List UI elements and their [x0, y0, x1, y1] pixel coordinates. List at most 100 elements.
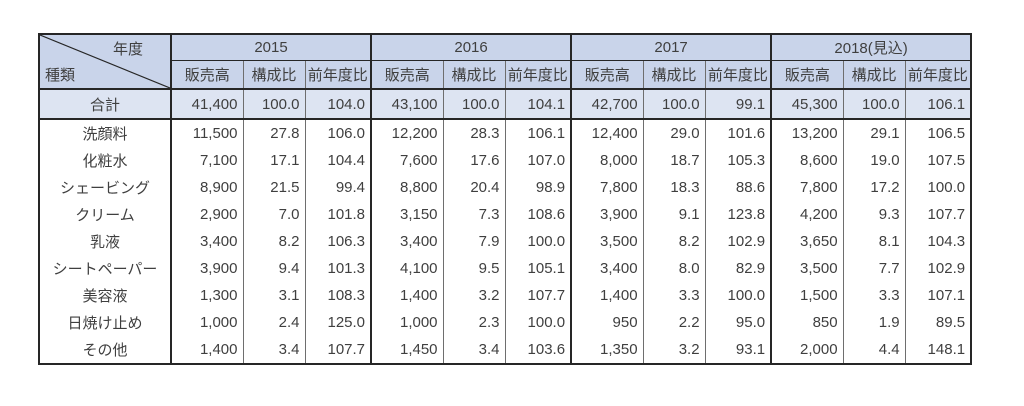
sales-cell: 42,700 — [570, 89, 644, 120]
category-cell: 美容液 — [82, 288, 128, 305]
corner-label-category: 種類 — [45, 67, 76, 84]
sales-cell: 43,100 — [370, 89, 444, 120]
yoy-cell: 107.7 — [904, 201, 972, 228]
composition-cell: 9.1 — [642, 201, 706, 228]
sales-cell: 3,400 — [170, 228, 243, 255]
category-cell: 乳液 — [89, 234, 120, 251]
composition-cell: 2.4 — [242, 309, 305, 336]
yoy-header: 前年度比 — [304, 60, 372, 90]
sales-table-container: 年度 種類 2015 2016 2017 2018(見込) 販売高 構成比 前年… — [38, 33, 973, 365]
yoy-cell: 102.9 — [704, 228, 772, 255]
yoy-cell: 107.5 — [904, 147, 972, 174]
sales-header: 販売高 — [370, 60, 444, 90]
yoy-cell: 106.0 — [304, 119, 372, 147]
yoy-cell: 93.1 — [704, 336, 772, 364]
sales-cell: 7,800 — [770, 174, 844, 201]
sales-cell: 3,500 — [570, 228, 644, 255]
sales-cell: 1,300 — [170, 282, 243, 309]
yoy-cell: 100.0 — [504, 228, 572, 255]
yoy-cell: 100.0 — [904, 174, 972, 201]
sales-cell: 45,300 — [770, 89, 844, 120]
yoy-cell: 89.5 — [904, 309, 972, 336]
sales-cell: 12,200 — [370, 119, 444, 147]
sales-table: 年度 種類 2015 2016 2017 2018(見込) 販売高 構成比 前年… — [38, 33, 973, 365]
sales-cell: 3,900 — [170, 255, 243, 282]
corner-label-year: 年度 — [112, 41, 143, 58]
sales-cell: 3,400 — [570, 255, 644, 282]
total-label-cell: 合計 — [39, 89, 171, 120]
sales-cell: 2,000 — [770, 336, 844, 364]
yoy-cell: 108.6 — [504, 201, 572, 228]
yoy-cell: 99.4 — [304, 174, 372, 201]
sales-header: 販売高 — [570, 60, 644, 90]
yoy-cell: 106.5 — [904, 119, 972, 147]
sales-cell: 3,500 — [770, 255, 844, 282]
table-row: 化粧水 7,100 17.1 104.4 7,600 17.6 107.0 8,… — [39, 147, 972, 174]
yoy-cell: 108.3 — [304, 282, 372, 309]
yoy-cell: 104.0 — [304, 89, 372, 120]
year-header-row: 年度 種類 2015 2016 2017 2018(見込) — [39, 34, 972, 90]
yoy-cell: 125.0 — [304, 309, 372, 336]
sales-cell: 1,500 — [770, 282, 844, 309]
sales-cell: 3,150 — [370, 201, 444, 228]
sales-cell: 950 — [570, 309, 644, 336]
composition-cell: 100.0 — [842, 89, 906, 120]
category-cell: 化粧水 — [82, 153, 128, 170]
composition-cell: 7.3 — [442, 201, 506, 228]
composition-cell: 100.0 — [442, 89, 506, 120]
yoy-header: 前年度比 — [704, 60, 772, 90]
sales-cell: 41,400 — [170, 89, 243, 120]
composition-cell: 8.1 — [842, 228, 906, 255]
composition-cell: 21.5 — [242, 174, 305, 201]
yoy-cell: 103.6 — [504, 336, 572, 364]
sales-cell: 8,600 — [770, 147, 844, 174]
diagonal-line — [40, 35, 170, 87]
yoy-cell: 104.3 — [904, 228, 972, 255]
composition-cell: 7.0 — [242, 201, 305, 228]
yoy-cell: 95.0 — [704, 309, 772, 336]
sales-header: 販売高 — [170, 60, 243, 90]
composition-cell: 1.9 — [842, 309, 906, 336]
yoy-cell: 88.6 — [704, 174, 772, 201]
composition-cell: 17.1 — [242, 147, 305, 174]
sales-cell: 11,500 — [170, 119, 243, 147]
composition-cell: 27.8 — [242, 119, 305, 147]
composition-cell: 19.0 — [842, 147, 906, 174]
sales-cell: 1,000 — [170, 309, 243, 336]
yoy-header: 前年度比 — [504, 60, 572, 90]
yoy-cell: 82.9 — [704, 255, 772, 282]
table-row: 日焼け止め 1,000 2.4 125.0 1,000 2.3 100.0 95… — [39, 309, 972, 336]
sales-cell: 2,900 — [170, 201, 243, 228]
category-cell: 洗顔料 — [82, 126, 128, 143]
composition-cell: 18.3 — [642, 174, 706, 201]
composition-cell: 9.5 — [442, 255, 506, 282]
sales-header: 販売高 — [770, 60, 844, 90]
composition-cell: 3.3 — [642, 282, 706, 309]
yoy-cell: 106.1 — [904, 89, 972, 120]
year-header: 2016 — [370, 34, 572, 61]
sales-cell: 1,450 — [370, 336, 444, 364]
composition-cell: 4.4 — [842, 336, 906, 364]
yoy-header: 前年度比 — [904, 60, 972, 90]
category-cell: シートペーパー — [52, 261, 158, 278]
sales-cell: 4,200 — [770, 201, 844, 228]
year-header: 2018(見込) — [770, 34, 972, 61]
year-header: 2015 — [169, 34, 372, 61]
yoy-cell: 104.4 — [304, 147, 372, 174]
yoy-cell: 107.1 — [904, 282, 972, 309]
sales-cell: 1,000 — [370, 309, 444, 336]
composition-header: 構成比 — [842, 60, 906, 90]
yoy-cell: 104.1 — [504, 89, 572, 120]
composition-cell: 3.4 — [442, 336, 506, 364]
sales-cell: 8,800 — [370, 174, 444, 201]
composition-cell: 2.2 — [642, 309, 706, 336]
composition-header: 構成比 — [642, 60, 706, 90]
composition-cell: 3.3 — [842, 282, 906, 309]
sales-cell: 4,100 — [370, 255, 444, 282]
yoy-cell: 100.0 — [704, 282, 772, 309]
composition-cell: 29.1 — [842, 119, 906, 147]
yoy-cell: 107.0 — [504, 147, 572, 174]
composition-cell: 3.2 — [442, 282, 506, 309]
composition-cell: 7.9 — [442, 228, 506, 255]
sales-cell: 8,900 — [170, 174, 243, 201]
